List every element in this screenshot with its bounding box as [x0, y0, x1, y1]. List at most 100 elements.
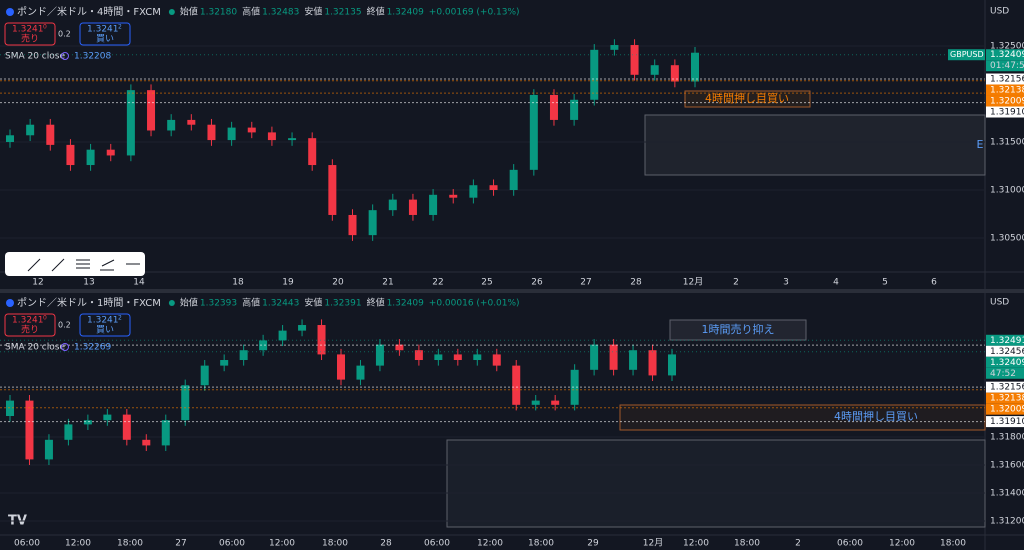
x-tick-label: 21: [382, 278, 393, 288]
candle-body: [106, 149, 115, 156]
candle-body: [650, 65, 659, 75]
zone-box: [644, 114, 986, 176]
candle-body: [44, 439, 53, 460]
candle-body: [247, 127, 256, 133]
candle-body: [489, 185, 498, 191]
candle-body: [414, 350, 423, 361]
candle-body: [529, 94, 538, 170]
x-tick-label: 22: [432, 278, 443, 288]
price-tag: [986, 392, 1024, 404]
price-tag-label: 1.32456: [990, 347, 1024, 357]
pane-separator: [0, 289, 1024, 293]
change: +0.00016 (+0.01%): [429, 299, 520, 309]
candle-body: [200, 365, 209, 386]
price-tag-label: 1.32138: [990, 86, 1024, 96]
candle-body: [328, 165, 337, 215]
candle-body: [46, 124, 55, 145]
x-tick-label: 18:00: [940, 539, 966, 549]
annotation: 4時間押し目買い: [705, 91, 789, 105]
y-tick-label: 1.31000: [990, 186, 1024, 196]
tool-icon[interactable]: [76, 259, 90, 269]
candle-body: [368, 210, 377, 236]
buy-button[interactable]: [79, 22, 131, 46]
candle-body: [298, 325, 307, 331]
x-tick-label: 12月: [643, 538, 663, 549]
x-tick-label: 20: [332, 278, 344, 288]
candle-body: [6, 400, 14, 417]
symbol-icon: [6, 8, 14, 16]
x-tick-label: 18:00: [322, 539, 348, 549]
indicator-icon: [61, 52, 69, 60]
x-tick-label: 06:00: [219, 539, 245, 549]
x-tick-label: 27: [175, 539, 186, 549]
ohlc-value: 1.32393: [200, 299, 237, 309]
x-tick-label: 18: [232, 278, 244, 288]
price-tag: [986, 403, 1024, 415]
tool-icon[interactable]: [100, 259, 115, 271]
chart-title: ポンド／米ドル・4時間・FXCM: [17, 5, 161, 18]
x-tick-label: 2: [795, 539, 801, 549]
ohlc-name: 始値: [180, 6, 198, 18]
drawing-toolbar[interactable]: [5, 252, 145, 276]
x-tick-label: 5: [882, 278, 888, 288]
y-tick-label: 1.31200: [990, 517, 1024, 527]
symbol-bg: [948, 49, 985, 61]
tool-icon[interactable]: [27, 258, 41, 272]
candle-body: [610, 45, 619, 50]
candle-body: [26, 124, 35, 136]
sell-label: 売り: [21, 324, 39, 336]
tool-icon[interactable]: [51, 258, 65, 272]
countdown: 47:52: [990, 369, 1016, 379]
candle-body: [388, 199, 397, 211]
x-tick-label: 4: [833, 278, 839, 288]
price-tag-label: 1.32009: [990, 97, 1024, 107]
y-tick-label: 1.31600: [990, 461, 1024, 471]
ohlc-name: 高値: [242, 6, 260, 18]
ohlc-value: 1.32443: [262, 299, 299, 309]
candle-body: [590, 49, 599, 100]
x-tick-label: 14: [133, 278, 145, 288]
price-tag-label: 1.32009: [990, 405, 1024, 415]
ohlc-name: 安値: [304, 6, 322, 18]
price-tag: [986, 416, 1024, 428]
candle-body: [122, 414, 131, 440]
candle-body: [395, 344, 404, 351]
price-tag-label: 1.32156: [990, 383, 1024, 393]
y-tick-label: 1.31400: [990, 489, 1024, 499]
candle-body: [551, 400, 560, 405]
x-tick-label: 12:00: [269, 539, 295, 549]
sell-tail: 0: [43, 24, 47, 31]
currency: USD: [990, 7, 1009, 17]
buy-button[interactable]: [79, 313, 131, 337]
ohlc-name: 終値: [367, 6, 385, 18]
price-tag: [986, 381, 1024, 393]
candle-body: [531, 400, 540, 405]
x-tick-label: 12: [32, 278, 43, 288]
symbol: GBPUSD: [950, 50, 984, 59]
y-tick-label: 1.32500: [990, 41, 1024, 51]
sell-label: 売り: [21, 33, 39, 45]
currency: USD: [990, 298, 1009, 308]
price-tag-label: 1.31910: [990, 417, 1024, 427]
status-dot: [168, 300, 175, 306]
buy-tail: 2: [118, 24, 122, 31]
candle-body: [630, 45, 639, 75]
candle-body: [25, 400, 34, 460]
ohlc-name: 始値: [180, 297, 198, 309]
candle-body: [348, 214, 357, 236]
sell-button[interactable]: [4, 313, 56, 337]
candle-body: [308, 138, 317, 166]
candle-body: [161, 420, 170, 446]
chart-title: ポンド／米ドル・1時間・FXCM: [17, 296, 161, 309]
spread: 0.2: [58, 30, 71, 39]
x-tick-label: 06:00: [424, 539, 450, 549]
x-tick-label: 28: [630, 278, 642, 288]
sell-price: 1.3241: [12, 316, 44, 326]
candle-body: [142, 439, 151, 446]
sell-button[interactable]: [4, 22, 56, 46]
candle-body: [337, 354, 345, 380]
countdown-bg: [986, 60, 1024, 72]
price-tag: [986, 95, 1024, 107]
